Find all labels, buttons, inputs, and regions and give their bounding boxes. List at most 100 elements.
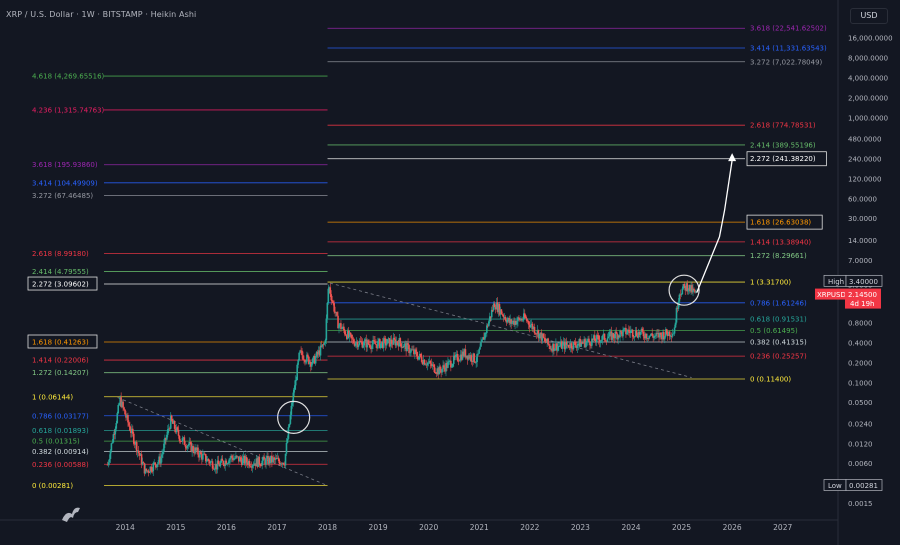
x-tick-label: 2021 xyxy=(470,523,489,532)
candle-body xyxy=(493,303,496,308)
candle-body xyxy=(471,361,474,362)
candle-body xyxy=(226,463,228,465)
candle-body xyxy=(469,355,472,359)
candle-body xyxy=(160,457,162,464)
candle-body xyxy=(510,319,512,324)
candle-body xyxy=(379,339,381,348)
candle-body xyxy=(584,339,586,347)
candle-body xyxy=(674,322,677,328)
candle-body xyxy=(538,333,541,339)
candle-body xyxy=(286,438,289,443)
candle-body xyxy=(203,453,205,455)
y-tick-label: 0.0015 xyxy=(848,500,873,508)
candle-body xyxy=(573,341,576,343)
y-tick-label: 0.2000 xyxy=(848,359,873,367)
candle-body xyxy=(484,332,486,340)
candle-body xyxy=(629,330,632,334)
candle-body xyxy=(177,429,180,436)
fib2-level-label: 1.618 (26.63038) xyxy=(750,219,811,227)
x-tick-label: 2017 xyxy=(267,523,286,532)
candle-body xyxy=(243,455,246,464)
candle-body xyxy=(335,312,337,313)
x-tick-label: 2019 xyxy=(369,523,388,532)
candle-body xyxy=(137,450,140,454)
candle-body xyxy=(569,343,572,349)
candle-body xyxy=(139,454,142,456)
candle-body xyxy=(261,460,263,466)
fib2-level-label: 0.382 (0.41315) xyxy=(750,338,807,346)
candle-body xyxy=(624,327,626,329)
candle-body xyxy=(549,345,551,349)
fib2-level-label: 1.272 (8.29661) xyxy=(750,252,807,260)
candle-body xyxy=(360,341,363,342)
candle-body xyxy=(132,428,134,434)
x-tick-label: 2026 xyxy=(723,523,742,532)
candle-body xyxy=(621,331,623,337)
candle-body xyxy=(191,446,193,452)
candle-body xyxy=(465,355,468,358)
candle-body xyxy=(438,366,440,375)
candle-body xyxy=(108,458,111,463)
candle-body xyxy=(112,434,115,443)
fib1-level-label: 0.618 (0.01893) xyxy=(32,427,89,435)
fib1-level-label: 4.618 (4,269.65516) xyxy=(32,73,105,81)
candle-body xyxy=(473,353,476,362)
candle-body xyxy=(256,458,259,467)
candle-body xyxy=(189,442,192,443)
candle-body xyxy=(378,339,380,342)
candle-body xyxy=(558,345,560,347)
candle-body xyxy=(110,443,113,451)
candle-body xyxy=(602,333,605,336)
candle-body xyxy=(279,463,282,465)
candle-body xyxy=(515,320,517,325)
y-tick-label: 30.0000 xyxy=(848,215,877,223)
candle-body xyxy=(396,341,399,343)
candle-body xyxy=(619,330,621,338)
candle-body xyxy=(541,333,544,341)
candle-body xyxy=(333,303,335,312)
candle-body xyxy=(163,443,165,452)
candle-body xyxy=(146,470,149,472)
candle-body xyxy=(149,466,152,473)
candle-body xyxy=(582,342,584,344)
candle-body xyxy=(419,353,422,358)
currency-button[interactable]: USD xyxy=(850,8,888,24)
candle-body xyxy=(691,285,693,293)
candle-body xyxy=(277,457,280,462)
candle-body xyxy=(520,319,522,321)
candle-body xyxy=(324,340,327,344)
candle-body xyxy=(639,331,642,335)
fib2-level-label: 0.618 (0.91531) xyxy=(750,316,807,324)
candle-body xyxy=(522,319,524,321)
candle-body xyxy=(687,290,689,292)
candle-body xyxy=(475,362,477,363)
candle-body xyxy=(479,346,481,350)
candle-body xyxy=(153,462,156,464)
candle-body xyxy=(410,349,412,353)
candle-body xyxy=(504,316,507,321)
projection-arrowhead xyxy=(728,153,737,162)
candle-body xyxy=(641,328,644,332)
candle-body xyxy=(239,457,242,460)
candle-body xyxy=(623,328,625,330)
candle-body xyxy=(331,300,334,302)
fib1-level-label: 3.272 (67.46485) xyxy=(32,192,93,200)
y-tick-label: 14.0000 xyxy=(848,237,877,245)
candle-body xyxy=(114,428,117,435)
chart-title: XRP / U.S. Dollar · 1W · BITSTAMP · Heik… xyxy=(6,10,197,19)
candle-body xyxy=(502,314,505,318)
candle-body xyxy=(152,463,155,472)
candle-body xyxy=(508,318,511,324)
candle-body xyxy=(563,341,566,350)
candle-body xyxy=(496,302,499,312)
candle-body xyxy=(254,463,257,466)
candle-body xyxy=(365,339,368,348)
candle-body xyxy=(443,365,445,368)
candle-body xyxy=(369,344,371,348)
trendline-2018 xyxy=(329,282,692,378)
candle-body xyxy=(297,360,299,365)
candle-body xyxy=(460,354,463,360)
candle-body xyxy=(572,341,575,350)
